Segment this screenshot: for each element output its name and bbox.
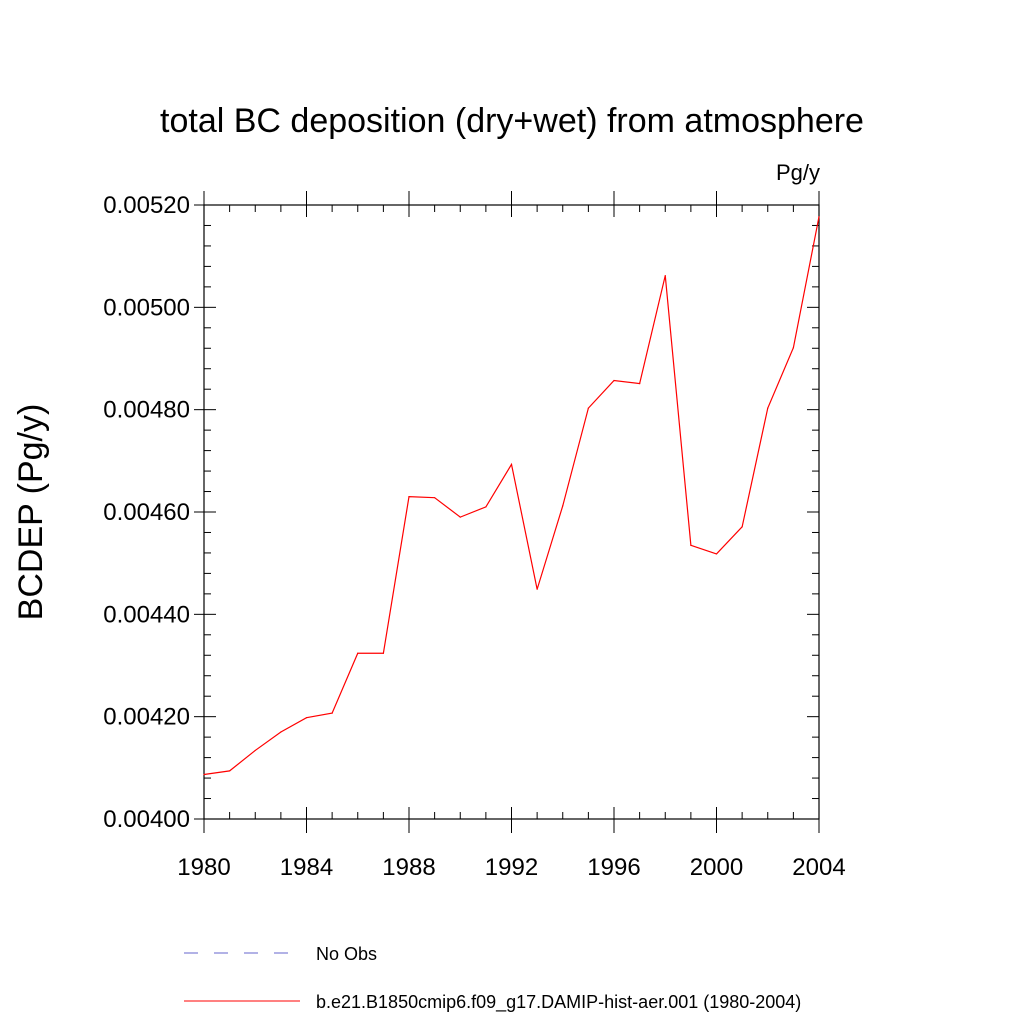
y-tick-label: 0.00500 [103, 294, 190, 321]
series-layer [203, 216, 820, 776]
y-tick-label: 0.00520 [103, 192, 190, 219]
data-point [664, 275, 666, 277]
data-point [818, 216, 820, 218]
data-point [331, 712, 333, 714]
y-tick-label: 0.00460 [103, 499, 190, 526]
x-tick-label: 1988 [382, 854, 435, 881]
data-point [792, 347, 794, 349]
series-line-1 [203, 216, 820, 776]
data-point [510, 463, 513, 466]
data-point [305, 717, 308, 719]
y-axis-ticks: 0.00400 0.00420 0.00440 0.00460 0.00480 0.005… [103, 192, 819, 833]
data-point [690, 544, 692, 546]
data-point [767, 407, 769, 409]
units-label: Pg/y [776, 160, 820, 185]
plot-frame [203, 204, 820, 820]
x-tick-label: 2004 [792, 854, 845, 881]
x-tick-label: 2000 [690, 854, 743, 881]
y-tick-label: 0.00480 [103, 397, 190, 424]
data-point [613, 379, 615, 382]
legend-label-0: No Obs [316, 944, 377, 964]
x-axis-ticks: 1980 1984 1988 1992 1996 2000 2004 [177, 191, 846, 881]
data-point [229, 770, 231, 772]
legend-label-1: b.e21.B1850cmip6.f09_g17.DAMIP-hist-aer.… [316, 992, 801, 1013]
data-point [408, 496, 410, 498]
data-point [434, 497, 436, 499]
x-tick-label: 1980 [177, 854, 230, 881]
chart-title: total BC deposition (dry+wet) from atmos… [160, 102, 864, 140]
data-point [280, 731, 282, 733]
x-tick-label: 1992 [485, 854, 538, 881]
data-point [485, 506, 487, 508]
x-tick-label: 1984 [280, 854, 333, 881]
data-point [639, 382, 641, 385]
y-tick-label: 0.00440 [103, 601, 190, 628]
data-point [459, 516, 461, 518]
y-tick-label: 0.00400 [103, 806, 190, 833]
data-point [357, 652, 359, 654]
data-point [203, 773, 205, 776]
data-point [382, 652, 384, 654]
y-tick-label: 0.00420 [103, 704, 190, 731]
data-point [536, 588, 538, 590]
x-tick-label: 1996 [587, 854, 640, 881]
data-point [562, 505, 564, 507]
data-point [254, 749, 256, 752]
y-axis-label: BCDEP (Pg/y) [12, 404, 50, 621]
data-point [741, 526, 743, 528]
legend: No Obs b.e21.B1850cmip6.f09_g17.DAMIP-his… [184, 944, 801, 1013]
data-point [587, 407, 589, 409]
data-point [715, 553, 718, 555]
